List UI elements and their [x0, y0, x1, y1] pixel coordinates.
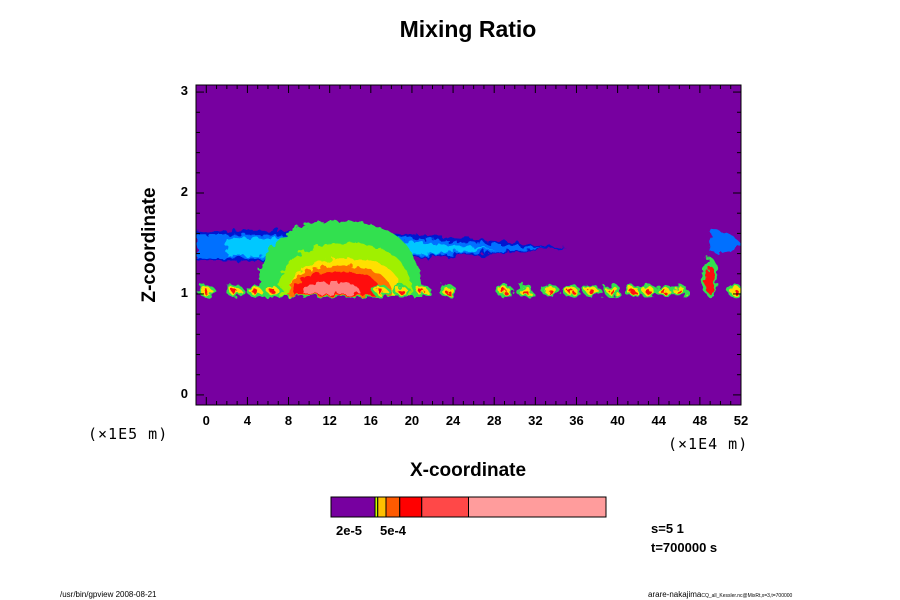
y-unit-label: (×1E5 m) [88, 425, 169, 443]
colorbar-segment [385, 496, 401, 518]
colorbar-label: 5e-4 [380, 523, 407, 538]
t-info: t=700000 s [651, 540, 718, 555]
small-cell-center [252, 289, 259, 294]
x-tick-label: 24 [445, 413, 461, 428]
footer-file: CQ_all_Kessler.nc@MixRt,x=3,t=700000 [701, 593, 793, 599]
small-cell-center [630, 289, 637, 294]
x-tick-label: 48 [692, 413, 708, 428]
cloud-core [303, 281, 361, 294]
small-cell-center [588, 289, 595, 294]
y-axis-label: Z-coordinate [139, 187, 160, 303]
colorbar-segment [399, 496, 423, 518]
small-cell-center [232, 289, 239, 294]
y-tick-label: 0 [180, 385, 188, 401]
x-tick-label: 12 [322, 413, 337, 428]
small-cell-center [732, 289, 739, 294]
x-tick-label: 8 [284, 413, 293, 428]
small-cell-center [547, 289, 554, 294]
plot-frame [195, 84, 742, 406]
colorbar-label: 2e-5 [336, 523, 363, 538]
colorbar-segment [421, 496, 469, 518]
x-tick-label: 28 [486, 413, 502, 428]
small-cell-center [501, 289, 508, 294]
footer-right: arare-nakajimaCQ_all_Kessler.nc@MixRt,x=… [648, 590, 792, 599]
y-tick-label: 3 [180, 83, 188, 99]
y-tick-label: 2 [180, 184, 188, 199]
x-tick-label: 0 [202, 413, 210, 428]
colorbar-segment [468, 496, 607, 518]
small-cell-center [203, 289, 210, 294]
x-tick-label: 36 [569, 413, 584, 428]
small-cell-center [419, 289, 426, 294]
small-cell-center [609, 289, 616, 294]
x-unit-label: (×1E4 m) [668, 435, 749, 453]
chart-title: Mixing Ratio [399, 16, 537, 42]
cloud-anvil [710, 230, 741, 253]
small-cell-center [378, 289, 385, 294]
small-cell-center [522, 289, 529, 294]
x-tick-label: 32 [528, 413, 543, 428]
x-tick-label: 44 [651, 413, 666, 428]
small-cell-center [444, 289, 451, 294]
small-cell-center [398, 289, 405, 294]
footer-author: arare-nakajima [648, 590, 702, 599]
small-cell-center [660, 289, 667, 294]
small-cell-center [645, 289, 652, 294]
x-tick-label: 4 [243, 413, 252, 428]
x-tick-label: 52 [733, 413, 749, 428]
colorbar-segment [377, 496, 387, 518]
colorbar-segment [330, 496, 376, 518]
s-info: s=5 1 [651, 521, 684, 536]
small-cell-center [270, 289, 277, 294]
y-tick-label: 1 [180, 284, 188, 300]
x-tick-label: 16 [363, 413, 379, 428]
small-cell-center [568, 289, 575, 294]
cloud-column [705, 265, 716, 294]
x-tick-label: 20 [404, 413, 420, 428]
small-cell-center [676, 289, 683, 294]
x-tick-label: 40 [610, 413, 625, 428]
x-axis-label: X-coordinate [409, 460, 527, 481]
footer-left: /usr/bin/gpview 2008-08-21 [60, 590, 157, 599]
